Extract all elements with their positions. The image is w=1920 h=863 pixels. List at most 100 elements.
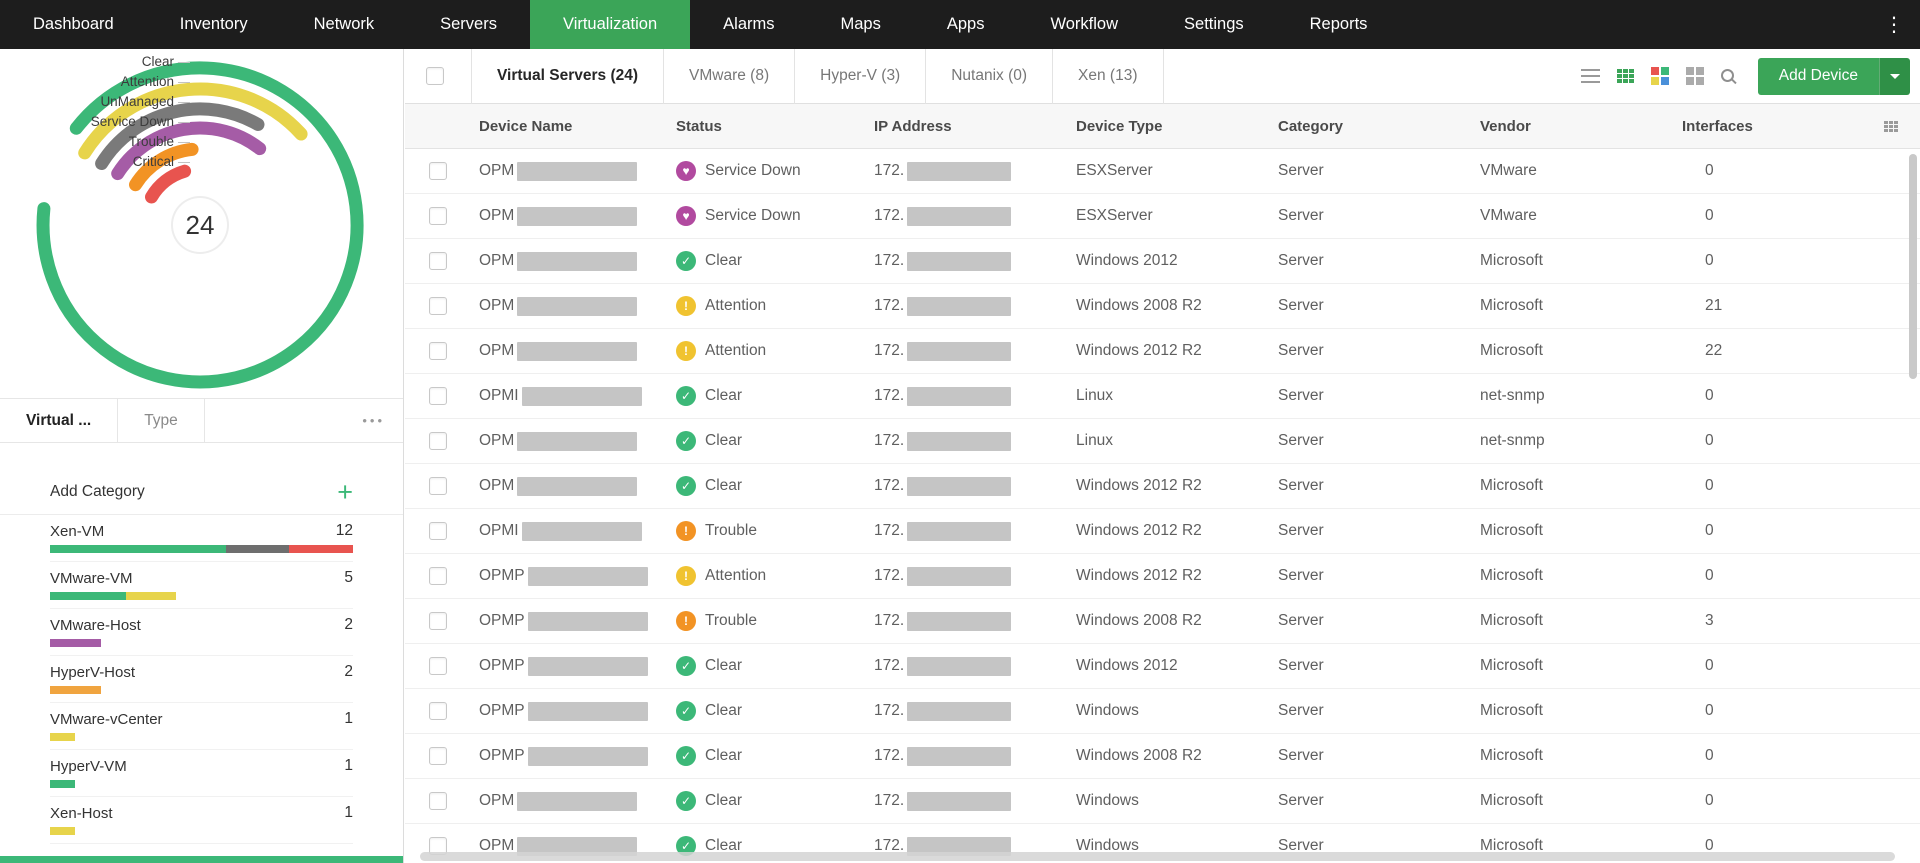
- row-checkbox[interactable]: [429, 387, 447, 405]
- widget-view-icon[interactable]: [1685, 67, 1704, 85]
- table-view-icon[interactable]: [1616, 69, 1634, 83]
- device-name-prefix[interactable]: OPM: [479, 207, 515, 224]
- nav-item-maps[interactable]: Maps: [840, 15, 881, 33]
- column-header-interfaces[interactable]: Interfaces: [1682, 117, 1753, 135]
- tab-xen-13[interactable]: Xen (13): [1053, 48, 1164, 104]
- table-row[interactable]: OPM ♥ Service Down 172. ESXServer Server…: [405, 149, 1920, 194]
- tab-nutanix-0[interactable]: Nutanix (0): [926, 48, 1054, 104]
- device-name-prefix[interactable]: OPM: [479, 342, 515, 359]
- table-row[interactable]: OPM ! Attention 172. Windows 2012 R2 Ser…: [405, 329, 1920, 374]
- kebab-menu-icon[interactable]: ⋮: [1884, 14, 1904, 36]
- nav-item-servers[interactable]: Servers: [440, 15, 497, 33]
- row-checkbox[interactable]: [429, 342, 447, 360]
- sidebar-tab-type[interactable]: Type: [118, 399, 205, 442]
- column-header-device-name[interactable]: Device Name: [479, 117, 573, 135]
- sidebar-tab-virtual[interactable]: Virtual ...: [0, 399, 119, 442]
- category-item-xen-vm[interactable]: Xen-VM 12: [50, 515, 353, 562]
- table-row[interactable]: OPMP ✓ Clear 172. Windows 2008 R2 Server…: [405, 734, 1920, 779]
- row-checkbox[interactable]: [429, 747, 447, 765]
- table-row[interactable]: OPM ✓ Clear 172. Linux Server net-snmp 0: [405, 419, 1920, 464]
- column-header-device-type[interactable]: Device Type: [1076, 117, 1163, 135]
- device-name-prefix[interactable]: OPMP: [479, 612, 525, 629]
- list-view-icon[interactable]: [1580, 69, 1600, 83]
- device-name-prefix[interactable]: OPM: [479, 432, 515, 449]
- device-name-prefix[interactable]: OPM: [479, 477, 515, 494]
- table-row[interactable]: OPM ♥ Service Down 172. ESXServer Server…: [405, 194, 1920, 239]
- nav-item-alarms[interactable]: Alarms: [723, 15, 775, 33]
- column-header-ip-address[interactable]: IP Address: [874, 117, 952, 135]
- nav-item-inventory[interactable]: Inventory: [179, 15, 248, 33]
- category-view-icon[interactable]: [1650, 67, 1669, 85]
- table-row[interactable]: OPM ✓ Clear 172. Windows Server Microsof…: [405, 779, 1920, 824]
- row-checkbox[interactable]: [429, 612, 447, 630]
- category-item-hyperv-vm[interactable]: HyperV-VM 1: [50, 750, 353, 797]
- device-name-prefix[interactable]: OPMI: [479, 522, 519, 539]
- horizontal-scrollbar[interactable]: [420, 852, 1895, 861]
- device-type: Windows 2012 R2: [1076, 477, 1202, 494]
- row-checkbox[interactable]: [429, 432, 447, 450]
- device-name-prefix[interactable]: OPMI: [479, 387, 519, 404]
- nav-item-reports[interactable]: Reports: [1309, 15, 1368, 33]
- table-row[interactable]: OPMP ✓ Clear 172. Windows Server Microso…: [405, 689, 1920, 734]
- add-device-button[interactable]: Add Device: [1757, 57, 1910, 95]
- table-row[interactable]: OPMP ✓ Clear 172. Windows 2012 Server Mi…: [405, 644, 1920, 689]
- add-device-label[interactable]: Add Device: [1757, 57, 1879, 95]
- nav-item-apps[interactable]: Apps: [946, 15, 985, 33]
- category-item-xen-host[interactable]: Xen-Host 1: [50, 797, 353, 844]
- tab-virtual-servers-24[interactable]: Virtual Servers (24): [471, 48, 665, 104]
- device-name-prefix[interactable]: OPM: [479, 162, 515, 179]
- column-header-category[interactable]: Category: [1278, 117, 1344, 135]
- sidebar-tabs-more-icon[interactable]: •••: [362, 413, 385, 428]
- row-checkbox[interactable]: [429, 522, 447, 540]
- redacted-device-name: [517, 161, 638, 181]
- device-name-prefix[interactable]: OPM: [479, 792, 515, 809]
- tab-hyper-v-3[interactable]: Hyper-V (3): [795, 48, 927, 104]
- row-checkbox[interactable]: [429, 162, 447, 180]
- category-item-vmware-vcenter[interactable]: VMware-vCenter 1: [50, 703, 353, 750]
- table-row[interactable]: OPMI ✓ Clear 172. Linux Server net-snmp …: [405, 374, 1920, 419]
- row-checkbox[interactable]: [429, 567, 447, 585]
- table-row[interactable]: OPM ! Attention 172. Windows 2008 R2 Ser…: [405, 284, 1920, 329]
- row-checkbox[interactable]: [429, 702, 447, 720]
- legend-clear: Clear: [0, 52, 190, 72]
- search-icon[interactable]: [1720, 69, 1735, 83]
- row-checkbox[interactable]: [429, 657, 447, 675]
- redacted-device-name: [527, 656, 648, 676]
- ip-address-prefix: 172.: [874, 252, 905, 269]
- add-category-plus-icon[interactable]: +: [337, 476, 353, 507]
- add-device-dropdown[interactable]: [1879, 57, 1910, 95]
- category-bar-segment: [50, 639, 101, 647]
- vertical-scrollbar[interactable]: [1909, 154, 1917, 379]
- nav-item-virtualization[interactable]: Virtualization: [529, 0, 691, 49]
- table-row[interactable]: OPMP ! Trouble 172. Windows 2008 R2 Serv…: [405, 599, 1920, 644]
- device-name-prefix[interactable]: OPMP: [479, 657, 525, 674]
- nav-item-workflow[interactable]: Workflow: [1050, 15, 1119, 33]
- device-name-prefix[interactable]: OPM: [479, 252, 515, 269]
- row-checkbox[interactable]: [429, 252, 447, 270]
- device-name-prefix[interactable]: OPM: [479, 837, 515, 854]
- nav-item-dashboard[interactable]: Dashboard: [33, 15, 114, 33]
- nav-item-network[interactable]: Network: [313, 15, 375, 33]
- column-header-vendor[interactable]: Vendor: [1480, 117, 1531, 135]
- category-item-vmware-host[interactable]: VMware-Host 2: [50, 609, 353, 656]
- row-checkbox[interactable]: [429, 477, 447, 495]
- add-category-row[interactable]: Add Category +: [0, 469, 403, 515]
- table-row[interactable]: OPM ✓ Clear 172. Windows 2012 R2 Server …: [405, 464, 1920, 509]
- column-settings-icon[interactable]: [1884, 120, 1898, 132]
- column-header-status[interactable]: Status: [676, 117, 722, 135]
- nav-item-settings[interactable]: Settings: [1184, 15, 1244, 33]
- row-checkbox[interactable]: [429, 297, 447, 315]
- device-name-prefix[interactable]: OPMP: [479, 702, 525, 719]
- device-name-prefix[interactable]: OPMP: [479, 567, 525, 584]
- table-row[interactable]: OPMI ! Trouble 172. Windows 2012 R2 Serv…: [405, 509, 1920, 554]
- category-item-hyperv-host[interactable]: HyperV-Host 2: [50, 656, 353, 703]
- category-item-vmware-vm[interactable]: VMware-VM 5: [50, 562, 353, 609]
- row-checkbox[interactable]: [429, 792, 447, 810]
- table-row[interactable]: OPMP ! Attention 172. Windows 2012 R2 Se…: [405, 554, 1920, 599]
- device-name-prefix[interactable]: OPM: [479, 297, 515, 314]
- table-row[interactable]: OPM ✓ Clear 172. Windows 2012 Server Mic…: [405, 239, 1920, 284]
- row-checkbox[interactable]: [429, 207, 447, 225]
- tab-vmware-8[interactable]: VMware (8): [664, 48, 796, 104]
- device-name-prefix[interactable]: OPMP: [479, 747, 525, 764]
- select-all-checkbox[interactable]: [426, 67, 444, 85]
